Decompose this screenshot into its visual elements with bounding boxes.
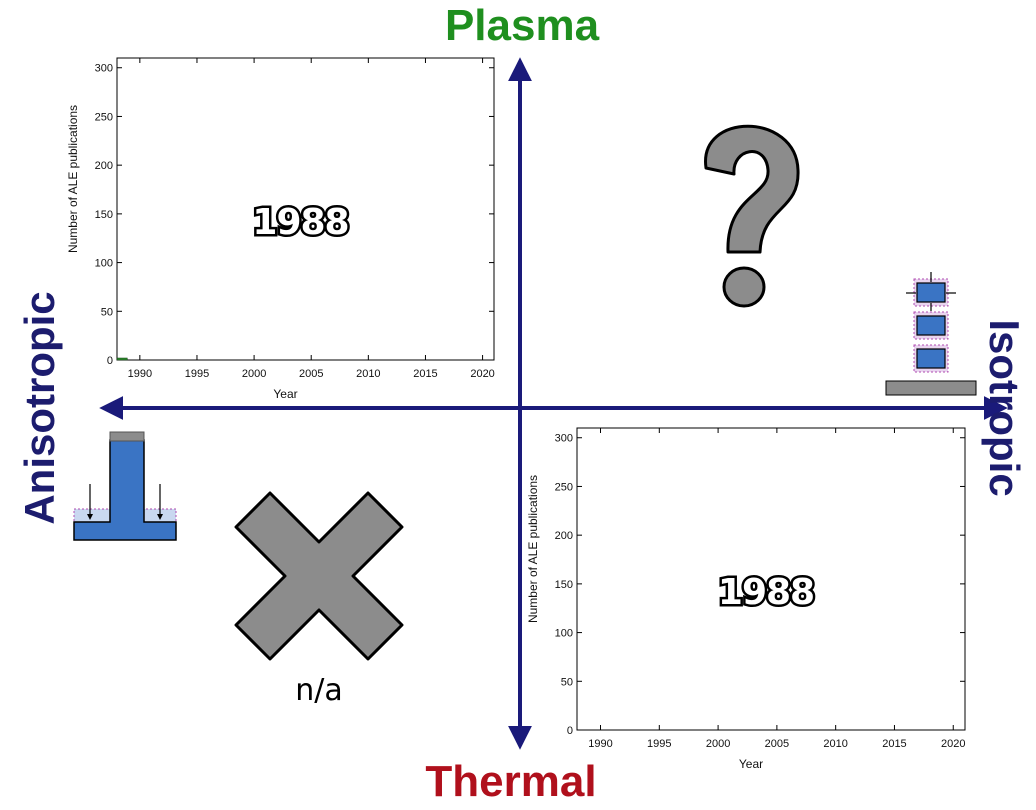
x-axis-label: Year [273, 387, 297, 401]
y-tick-label: 200 [95, 160, 113, 172]
label-anisotropic: Anisotropic [16, 291, 63, 524]
label-plasma: Plasma [445, 1, 600, 50]
y-tick-label: 300 [555, 433, 573, 445]
thermal-isotropic-chart: 0 50 100 150 200 250 300 1990 1995 2000 2005 2010 20… [526, 427, 966, 771]
y-tick-label: 50 [101, 306, 113, 318]
x-tick-label: 2000 [706, 738, 730, 750]
isotropic-etch-schematic [885, 272, 977, 396]
y-tick-label: 250 [95, 111, 113, 123]
y-tick-label: 0 [107, 355, 113, 367]
plot-frame [576, 427, 966, 731]
x-tick-label: 1990 [588, 738, 612, 750]
x-tick-label: 2020 [941, 738, 965, 750]
x-tick-label: 1990 [128, 368, 152, 380]
x-axis-label: Year [739, 757, 763, 771]
x-tick-label: 2015 [413, 368, 437, 380]
y-tick-label: 250 [555, 481, 573, 493]
anisotropic-etch-schematic [73, 431, 177, 541]
y-tick-label: 50 [561, 676, 573, 688]
cross-mark-icon [234, 491, 404, 661]
x-tick-label: 2005 [299, 368, 323, 380]
y-tick-label: 100 [555, 628, 573, 640]
x-tick-label: 1995 [647, 738, 671, 750]
x-tick-label: 1995 [185, 368, 209, 380]
y-tick-label: 150 [95, 209, 113, 221]
y-tick-label: 0 [567, 725, 573, 737]
y-tick-label: 100 [95, 258, 113, 270]
label-thermal: Thermal [425, 757, 596, 806]
y-tick-label: 200 [555, 530, 573, 542]
y-axis-label: Number of ALE publications [526, 475, 540, 623]
year-overlay-label: 1988 [252, 202, 348, 243]
not-applicable-caption: n/a [295, 673, 343, 708]
plot-frame [116, 57, 495, 361]
x-tick-label: 2000 [242, 368, 266, 380]
x-tick-label: 2010 [356, 368, 380, 380]
y-tick-label: 300 [95, 63, 113, 75]
publication-bar [116, 357, 128, 361]
year-overlay-label: 1988 [718, 572, 814, 613]
label-isotropic: Isotropic [981, 319, 1028, 496]
x-tick-label: 2015 [882, 738, 906, 750]
y-axis-label: Number of ALE publications [66, 105, 80, 253]
question-mark-icon [704, 124, 800, 308]
x-tick-label: 2010 [823, 738, 847, 750]
y-tick-label: 150 [555, 579, 573, 591]
plasma-anisotropic-chart: 0 50 100 150 200 250 300 1990 1995 2000 2005 2010 20… [66, 57, 495, 401]
x-tick-label: 2005 [765, 738, 789, 750]
x-tick-label: 2020 [470, 368, 494, 380]
